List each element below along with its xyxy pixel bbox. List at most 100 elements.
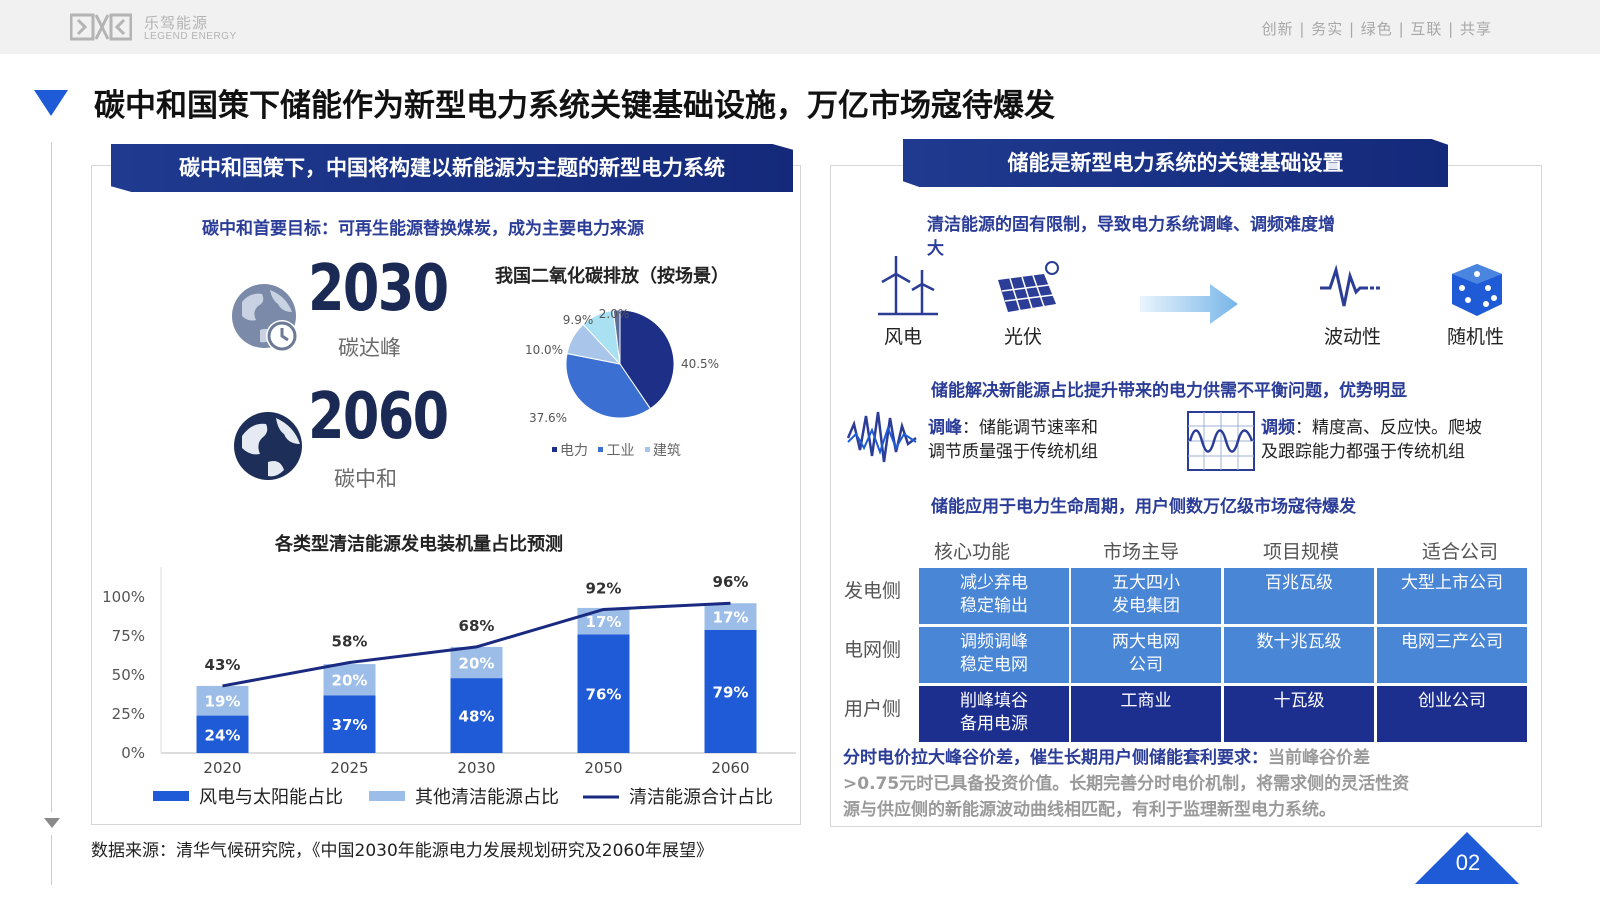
line-label-total-2030: 68%: [459, 617, 495, 635]
table-cell-text: 稳定电网: [960, 655, 1028, 675]
bar-label-other-clean-2025: 20%: [332, 672, 368, 690]
solution-head: 储能解决新能源占比提升带来的电力供需不平衡问题，优势明显: [931, 381, 1407, 401]
legend-dot-building: [644, 447, 650, 452]
table-header-function: 核心功能: [933, 541, 1010, 563]
x-tick-label-2030: 2030: [457, 759, 495, 777]
legend-label-0: 风电与太阳能占比: [199, 787, 343, 808]
x-tick-label-2050: 2050: [584, 759, 622, 777]
table-header-market: 市场主导: [1102, 541, 1179, 563]
table-header-company: 适合公司: [1421, 541, 1498, 563]
limit-text-line2: 大: [927, 239, 944, 259]
pie-value-label-3: 9.9%: [563, 313, 594, 327]
pie-slice-0: [619, 309, 675, 410]
legend-dot-industry: [598, 447, 604, 452]
line-total-clean: [222, 601, 731, 688]
bar-wind-solar-2030: [450, 678, 503, 753]
pie-legend-building: 建筑: [652, 443, 681, 459]
bar-other-clean-2050: [577, 607, 630, 635]
y-tick-label-3: 75%: [112, 627, 145, 645]
table-cell: 大型上市公司: [1377, 568, 1527, 624]
table-cell: 减少弃电 稳定输出: [919, 568, 1069, 624]
bar-label-wind-solar-2050: 76%: [586, 686, 622, 704]
logo-chinese-name: 乐驾能源: [144, 14, 209, 32]
price-note-line2: >0.75元时已具备投资价值。长期完善分时电价机制，将需求侧的灵活性资: [843, 774, 1410, 794]
milestone-year-2060: 2060: [308, 380, 449, 454]
table-cell-text: 创业公司: [1418, 691, 1486, 711]
y-tick-label-2: 50%: [112, 666, 145, 684]
down-triangle-icon: [44, 818, 60, 828]
company-motto: 创新 | 务实 | 绿色 | 互联 | 共享: [1261, 20, 1492, 38]
peak-shaving-icon: [846, 411, 917, 463]
line-label-total-2020: 43%: [205, 656, 241, 674]
pie-legend: 电力 工业 建筑: [546, 440, 681, 460]
x-tick-label-2020: 2020: [203, 759, 241, 777]
icon-label-fluctuation: 波动性: [1324, 326, 1382, 348]
table-cell: 百兆瓦级: [1224, 568, 1374, 624]
left-guide-line-lower: [51, 835, 52, 885]
table-cell-text: 两大电网: [1112, 632, 1180, 652]
price-note-line1: 当前峰谷价差: [1268, 748, 1370, 768]
top-header-bar: 乐驾能源 LEGEND ENERGY 创新 | 务实 | 绿色 | 互联 | 共…: [0, 0, 1600, 54]
left-subhead: 碳中和首要目标：可再生能源替换煤炭，成为主要电力来源: [202, 219, 644, 239]
table-cell: 削峰填谷 备用电源: [919, 686, 1069, 742]
peak-shaving-label: 调峰: [928, 418, 962, 438]
table-cell: 五大四小 发电集团: [1071, 568, 1221, 624]
table-cell-text: 削峰填谷: [960, 691, 1028, 711]
wind-turbine-icon: [878, 256, 938, 316]
table-row-label: 电网侧: [844, 639, 902, 661]
pie-value-label-1: 37.6%: [529, 411, 567, 425]
peak-shaving-text-2: 调节质量强于传统机组: [928, 442, 1098, 462]
price-note: 分时电价拉大峰谷价差，催生长期用户侧储能套利要求：当前峰谷价差 >0.75元时已…: [843, 745, 1543, 823]
table-cell: 十瓦级: [1224, 686, 1374, 742]
pie-slice-1: [565, 352, 652, 419]
table-cell-text: 减少弃电: [960, 573, 1028, 593]
table-row-label: 用户侧: [844, 698, 902, 720]
solar-panel-icon: [998, 261, 1059, 312]
left-guide-line: [51, 142, 52, 812]
x-tick-label-2060: 2060: [711, 759, 749, 777]
table-cell-text: 十瓦级: [1273, 691, 1325, 711]
table-cell-text: 发电集团: [1112, 596, 1180, 616]
table-cell: 两大电网 公司: [1071, 627, 1221, 683]
bar-other-clean-2030: [450, 646, 503, 679]
bar-label-wind-solar-2025: 37%: [332, 716, 368, 734]
company-logo[interactable]: 乐驾能源 LEGEND ENERGY: [70, 12, 240, 44]
table-cell-text: 电网三产公司: [1401, 632, 1503, 652]
table-row-label: 发电侧: [844, 580, 902, 602]
icon-label-random: 随机性: [1447, 326, 1505, 348]
price-note-bold: 分时电价拉大峰谷价差，催生长期用户侧储能套利要求：: [843, 748, 1268, 768]
left-panel-banner: 碳中和国策下，中国将构建以新能源为主题的新型电力系统: [111, 144, 793, 192]
data-source: 数据来源：清华气候研究院，《中国2030年能源电力发展规划研究及2060年展望》: [91, 841, 714, 861]
peak-shaving-text-1: ：储能调节速率和: [962, 418, 1098, 438]
pie-legend-power: 电力: [560, 443, 588, 459]
bar-wind-solar-2020: [196, 715, 249, 753]
fluctuation-icon: [1320, 264, 1380, 307]
bar-chart: 0% 25% 50% 75% 100% 24% 19% 43% 2020 37% 20% 58% 202…: [102, 567, 796, 808]
table-cell-text: 百兆瓦级: [1265, 573, 1333, 593]
bar-label-other-clean-2030: 20%: [459, 655, 495, 673]
globe-clock-icon: [232, 284, 298, 352]
table-cell-text: 数十兆瓦级: [1256, 632, 1342, 652]
legend-dot-power: [552, 447, 557, 452]
bar-label-wind-solar-2020: 24%: [205, 726, 241, 744]
table-cell-text: 五大四小: [1112, 573, 1180, 593]
bar-label-other-clean-2020: 19%: [205, 693, 241, 711]
y-tick-label-1: 25%: [112, 705, 145, 723]
bar-label-wind-solar-2060: 79%: [713, 683, 749, 701]
milestone-label-peak: 碳达峰: [338, 336, 401, 360]
legend-swatch-0: [153, 791, 189, 801]
page-number-badge: [1415, 832, 1519, 884]
bar-label-other-clean-2050: 17%: [586, 613, 622, 631]
price-note-line3: 源与供应侧的新能源波动曲线相匹配，有利于监理新型电力系统。: [843, 800, 1336, 820]
dice-icon: [1452, 264, 1502, 316]
pie-legend-industry: 工业: [606, 443, 635, 459]
table-cell-text: 大型上市公司: [1401, 573, 1503, 593]
table-cell-text: 调频调峰: [960, 632, 1028, 652]
line-label-total-2050: 92%: [586, 579, 622, 597]
bar-chart-title: 各类型清洁能源发电装机量占比预测: [275, 534, 563, 555]
bar-wind-solar-2025: [323, 695, 376, 753]
table-cell-text: 公司: [1129, 655, 1163, 675]
table-cell: 调频调峰 稳定电网: [919, 627, 1069, 683]
legend-label-2: 清洁能源合计占比: [629, 787, 773, 808]
milestone-year-2030: 2030: [308, 252, 449, 326]
